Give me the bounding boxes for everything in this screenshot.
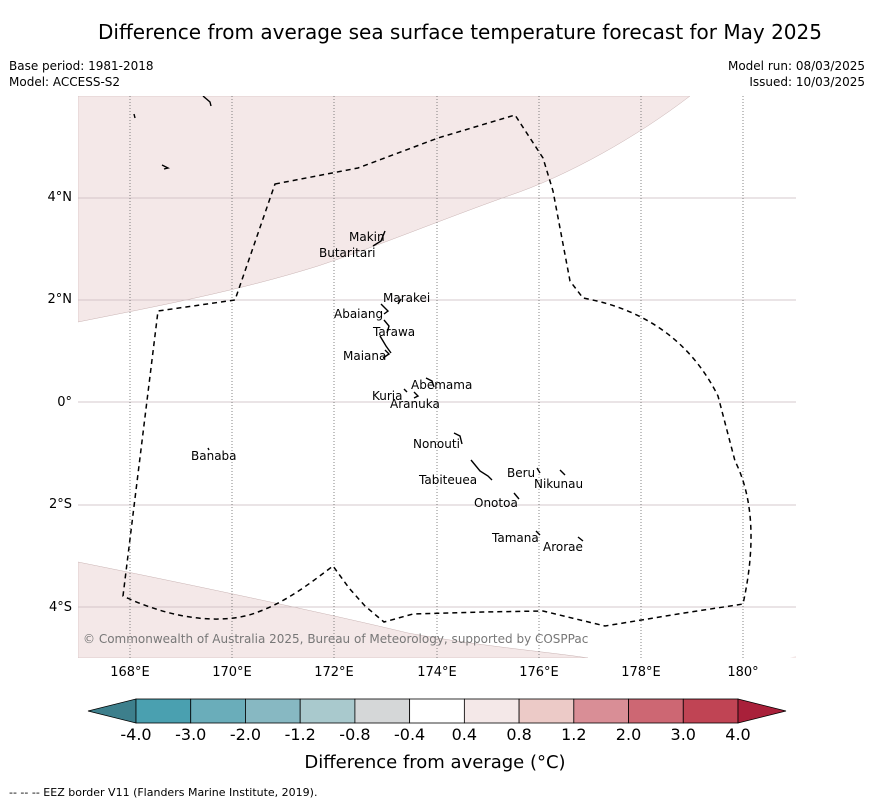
colorbar-tick-label: 0.8 — [506, 725, 532, 744]
island-coastlines — [133, 96, 584, 542]
place-label: Marakei — [383, 291, 431, 305]
anomaly-region-edge — [790, 656, 796, 658]
colorbar-tick-label: 1.2 — [561, 725, 587, 744]
place-label: Nikunau — [534, 477, 584, 491]
lon-label-168e: 168°E — [110, 665, 150, 680]
colorbar-segment — [409, 698, 465, 724]
place-label: Makin — [349, 230, 385, 244]
meta-left: Base period: 1981-2018 Model: ACCESS-S2 — [9, 58, 154, 90]
colorbar-label: Difference from average (°C) — [304, 752, 566, 773]
colorbar-extend-low — [87, 698, 137, 724]
lat-label-2n: 2°N — [47, 292, 73, 307]
place-label: Kuria — [372, 389, 403, 403]
colorbar-segment — [628, 698, 684, 724]
place-label: Tarawa — [373, 325, 416, 339]
place-label: Maiana — [343, 349, 387, 363]
base-period: Base period: 1981-2018 — [9, 59, 154, 73]
colorbar-segment — [190, 698, 246, 724]
map-panel: © Commonwealth of Australia 2025, Bureau… — [78, 96, 796, 658]
place-label: Abaiang — [334, 307, 384, 321]
colorbar-tick-label: -4.0 — [120, 725, 152, 744]
model-name: Model: ACCESS-S2 — [9, 75, 121, 89]
colorbar-segment — [682, 698, 739, 724]
lon-label-178e: 178°E — [621, 665, 661, 680]
eez-footnote: -- -- -- EEZ border V11 (Flanders Marine… — [9, 786, 318, 799]
anomaly-region-south — [78, 561, 589, 658]
lat-label-0: 0° — [57, 395, 72, 410]
colorbar-segment — [518, 698, 575, 724]
lat-label-2s: 2°S — [48, 497, 72, 512]
place-label: Banaba — [191, 449, 237, 463]
longitude-gridlines — [129, 96, 744, 658]
lon-label-174e: 174°E — [417, 665, 457, 680]
place-label: Beru — [507, 466, 536, 480]
lat-label-4n: 4°N — [47, 190, 73, 205]
colorbar-tick-label: -1.2 — [284, 725, 316, 744]
lon-label-176e: 176°E — [519, 665, 559, 680]
lon-label-172e: 172°E — [314, 665, 354, 680]
place-label: Tabiteuea — [419, 473, 478, 487]
eez-border-gilbert — [122, 114, 752, 627]
colorbar-tick-label: -0.8 — [339, 725, 371, 744]
place-label: Butaritari — [319, 246, 376, 260]
place-label: Nonouti — [413, 437, 460, 451]
colorbar-tick-label: 4.0 — [725, 725, 751, 744]
colorbar-segment — [299, 698, 356, 724]
colorbar-tick-label: -2.0 — [229, 725, 262, 744]
place-label: Aranuka — [390, 397, 440, 411]
colorbar-tick-label: 3.0 — [670, 725, 696, 744]
place-label: Abemama — [411, 378, 473, 392]
colorbar-tick-label: -3.0 — [175, 725, 207, 744]
colorbar-tick-label: -0.4 — [394, 725, 426, 744]
map-canvas — [78, 96, 796, 658]
colorbar-segment — [245, 698, 301, 724]
copyright-notice: © Commonwealth of Australia 2025, Bureau… — [83, 632, 589, 646]
place-label: Arorae — [543, 540, 583, 554]
lon-label-170e: 170°E — [212, 665, 252, 680]
colorbar-segment — [354, 698, 411, 724]
chart-title: Difference from average sea surface temp… — [98, 20, 822, 44]
lon-label-180: 180° — [727, 665, 759, 680]
model-run: Model run: 08/03/2025 — [727, 59, 865, 73]
colorbar-segment — [463, 698, 520, 724]
colorbar-tick-label: 0.4 — [451, 725, 478, 744]
colorbar-segment — [573, 698, 629, 724]
place-label: Onotoa — [474, 496, 518, 510]
colorbar-segment — [135, 698, 192, 724]
meta-right: Model run: 08/03/2025 Issued: 10/03/2025 — [728, 58, 865, 90]
colorbar-tick-label: 2.0 — [615, 725, 642, 744]
anomaly-region-north — [78, 96, 691, 323]
place-label: Tamana — [492, 531, 539, 545]
colorbar-extend-high — [737, 698, 787, 724]
issued-date: Issued: 10/03/2025 — [749, 75, 865, 89]
lat-label-4s: 4°S — [48, 600, 72, 615]
